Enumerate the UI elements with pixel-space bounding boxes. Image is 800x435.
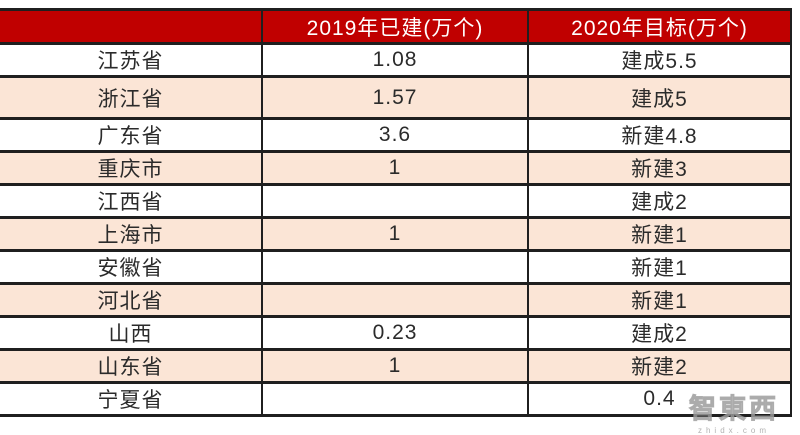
built-value-cell: 0.23 xyxy=(261,315,529,351)
built-value-cell xyxy=(261,183,529,219)
target-value-cell: 建成2 xyxy=(527,315,792,351)
target-value-cell: 建成2 xyxy=(527,183,792,219)
table-row: 河北省 新建1 xyxy=(0,282,792,318)
built-value-cell: 1 xyxy=(261,216,529,252)
table-row: 江西省 建成2 xyxy=(0,183,792,219)
table-row: 重庆市 1 新建3 xyxy=(0,150,792,186)
province-cell: 江苏省 xyxy=(0,42,263,78)
built-value-cell xyxy=(261,381,529,417)
table-row: 上海市 1 新建1 xyxy=(0,216,792,252)
built-value-cell: 1.08 xyxy=(261,42,529,78)
header-cell-built-2019: 2019年已建(万个) xyxy=(261,8,529,45)
province-cell: 宁夏省 xyxy=(0,381,263,417)
target-value-cell: 新建1 xyxy=(527,249,792,285)
table-row: 山西 0.23 建成2 xyxy=(0,315,792,351)
province-cell: 重庆市 xyxy=(0,150,263,186)
built-value-cell: 1 xyxy=(261,150,529,186)
province-cell: 江西省 xyxy=(0,183,263,219)
table-row: 广东省 3.6 新建4.8 xyxy=(0,117,792,153)
table-header: 2019年已建(万个) 2020年目标(万个) xyxy=(0,8,792,45)
header-cell-target-2020: 2020年目标(万个) xyxy=(527,8,792,45)
table-row: 江苏省 1.08 建成5.5 xyxy=(0,42,792,78)
province-cell: 浙江省 xyxy=(0,75,263,120)
province-cell: 上海市 xyxy=(0,216,263,252)
header-row: 2019年已建(万个) 2020年目标(万个) xyxy=(0,8,792,45)
table-row: 山东省 1 新建2 xyxy=(0,348,792,384)
province-cell: 山西 xyxy=(0,315,263,351)
table-row: 宁夏省 0.4 xyxy=(0,381,792,417)
table-row: 浙江省 1.57 建成5 xyxy=(0,75,792,120)
target-value-cell: 新建3 xyxy=(527,150,792,186)
target-value-cell: 0.4 xyxy=(527,381,792,417)
province-cell: 广东省 xyxy=(0,117,263,153)
province-cell: 安徽省 xyxy=(0,249,263,285)
built-value-cell: 1.57 xyxy=(261,75,529,120)
target-value-cell: 新建4.8 xyxy=(527,117,792,153)
province-cell: 河北省 xyxy=(0,282,263,318)
watermark-site-url: zhidx.com xyxy=(697,426,770,435)
target-value-cell: 新建2 xyxy=(527,348,792,384)
target-value-cell: 新建1 xyxy=(527,282,792,318)
target-value-cell: 建成5.5 xyxy=(527,42,792,78)
built-value-cell: 3.6 xyxy=(261,117,529,153)
table-body: 江苏省 1.08 建成5.5 浙江省 1.57 建成5 广东省 3.6 新建4.8 重庆市 1 新建3… xyxy=(0,42,792,417)
target-value-cell: 新建1 xyxy=(527,216,792,252)
province-cell: 山东省 xyxy=(0,348,263,384)
provinces-charging-table: 2019年已建(万个) 2020年目标(万个) 江苏省 1.08 建成5.5 浙江省 1… xyxy=(0,8,792,417)
built-value-cell: 1 xyxy=(261,348,529,384)
table-row: 安徽省 新建1 xyxy=(0,249,792,285)
built-value-cell xyxy=(261,282,529,318)
header-cell-province xyxy=(0,8,263,45)
target-value-cell: 建成5 xyxy=(527,75,792,120)
built-value-cell xyxy=(261,249,529,285)
